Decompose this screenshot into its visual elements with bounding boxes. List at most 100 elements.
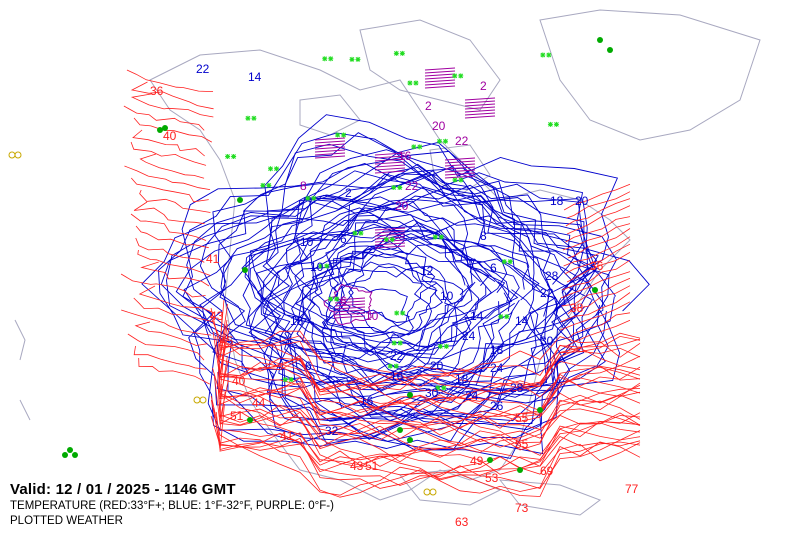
cold-contour-label: 28 (545, 269, 559, 283)
cold-contour (286, 214, 481, 349)
rain-symbol (67, 447, 73, 453)
cold-contour-label: 18 (490, 343, 504, 357)
very-cold-contour (444, 169, 476, 173)
warm-contour-label: 36 (590, 259, 604, 273)
very-cold-contour (374, 170, 406, 174)
very-cold-contour (444, 163, 476, 167)
snow-symbol (260, 182, 272, 188)
very-cold-contour-label: 22 (405, 179, 419, 193)
snow-symbol (394, 310, 406, 316)
very-cold-contour (424, 76, 456, 80)
weather-symbols (8, 37, 613, 496)
warm-contour (566, 319, 631, 347)
very-cold-contour (334, 303, 366, 307)
very-cold-contour (374, 236, 406, 240)
rain-symbol (237, 197, 243, 203)
warm-contour (219, 383, 641, 468)
warm-contour (565, 198, 631, 227)
warm-contour (560, 301, 631, 331)
very-cold-contour (424, 82, 456, 86)
cold-contour (348, 244, 473, 332)
warm-contour (140, 261, 210, 287)
very-cold-contour (314, 146, 346, 150)
warm-contour (130, 93, 214, 118)
cold-contour-label: 24 (490, 361, 504, 375)
warm-contour (217, 387, 641, 475)
fog-symbol (8, 151, 22, 159)
warm-contour-label: 69 (540, 464, 554, 478)
very-cold-contour (314, 143, 346, 147)
snow-symbol (391, 340, 403, 346)
cold-contour (141, 149, 618, 455)
warm-contour-label: 43 (350, 459, 364, 473)
very-cold-contour (444, 172, 476, 176)
very-cold-contour (424, 70, 456, 74)
very-cold-contour (334, 309, 366, 313)
rain-symbol (537, 407, 543, 413)
warm-contour-label: 40 (232, 374, 246, 388)
snow-symbol (393, 50, 405, 56)
coastline (359, 19, 501, 111)
rain-symbol (407, 392, 413, 398)
warm-contour (563, 236, 631, 267)
cold-contour-label: 28 (510, 381, 524, 395)
very-cold-contour (314, 149, 346, 153)
warm-contour (139, 153, 205, 179)
warm-contour (127, 333, 205, 361)
warm-contour (213, 407, 641, 489)
warm-contour (566, 251, 631, 283)
snow-symbol (387, 363, 399, 369)
very-cold-contour (444, 166, 476, 170)
very-cold-contour (444, 175, 476, 179)
warm-contour-label: 77 (625, 482, 639, 496)
warm-contour (560, 292, 631, 323)
very-cold-contour-label: 8 (300, 179, 307, 193)
snow-symbol (268, 166, 280, 172)
very-cold-contour (374, 164, 406, 168)
cold-contour-label: 14 (248, 70, 262, 84)
warm-contour (568, 312, 631, 339)
warm-contour (564, 243, 631, 275)
warm-contour (210, 307, 641, 393)
snow-symbol (383, 237, 395, 243)
cold-contour-label: 10 (310, 260, 324, 274)
warm-contour (219, 339, 641, 429)
very-cold-contour (464, 106, 496, 110)
cold-contour (244, 166, 599, 403)
cold-contour-label: 18 (550, 194, 564, 208)
snow-symbol (435, 385, 447, 391)
snow-symbol (335, 132, 347, 138)
cold-contour (335, 227, 511, 351)
warm-contour (121, 309, 212, 336)
warm-contour (562, 259, 631, 291)
warm-contour (126, 69, 214, 92)
cold-contour (269, 214, 473, 364)
warm-contour-label: 55 (515, 437, 529, 451)
cold-contour-label: 10 (300, 235, 314, 249)
very-cold-contour (424, 67, 456, 71)
fog-symbol (423, 488, 437, 496)
warm-contour-label: 73 (515, 501, 529, 515)
very-cold-contour (374, 239, 406, 243)
warm-contour (212, 331, 641, 414)
snow-symbol (452, 177, 464, 183)
cold-contour-label: 16 (360, 394, 374, 408)
cold-contour-label: 26 (490, 399, 504, 413)
very-cold-contour (424, 73, 456, 77)
snow-symbol (391, 184, 403, 190)
very-cold-contour (334, 297, 366, 301)
coastline (19, 399, 31, 421)
very-cold-contour (374, 155, 406, 159)
cold-contour (301, 228, 520, 391)
warm-contour-label: 44 (252, 396, 266, 410)
warm-contour-label: 51 (230, 409, 244, 423)
snow-symbol (305, 195, 317, 201)
snow-symbol (540, 52, 552, 58)
cold-contour (328, 251, 443, 334)
snow-symbol (501, 259, 513, 265)
very-cold-contour-label: 22 (455, 134, 469, 148)
cold-contour-label: 14 (515, 314, 529, 328)
rain-symbol (242, 267, 248, 273)
snow-symbol (452, 73, 464, 79)
